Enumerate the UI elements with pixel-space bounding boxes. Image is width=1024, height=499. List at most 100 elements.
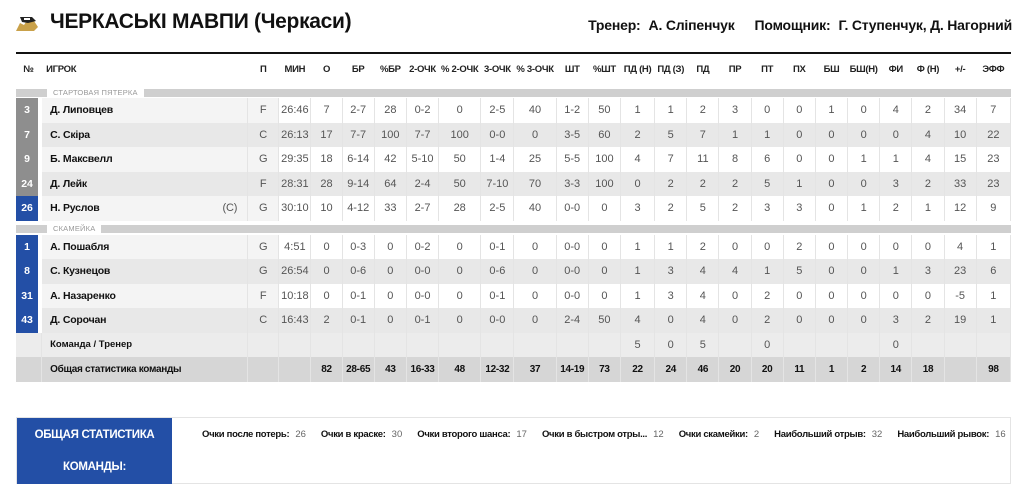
stat-fd: 4: [912, 147, 945, 172]
column-header[interactable]: ПХ: [793, 63, 806, 75]
stat-ft_pct: 60: [588, 122, 621, 147]
player-name[interactable]: С. Скіра: [50, 128, 90, 141]
column-header[interactable]: ПР: [728, 63, 742, 75]
stat-eff: [976, 332, 1011, 357]
player-name[interactable]: А. Назаренко: [50, 289, 116, 302]
stat-reb: 2: [687, 171, 720, 196]
boxscore-table: № ИГРОК П МИН О БР %БР 2-ОЧК % 2-ОЧК 3-ОЧК % 3-ОЧК…: [16, 52, 1011, 382]
player-name-cell[interactable]: А. Назаренко: [42, 283, 249, 308]
stat-pm: 33: [944, 171, 977, 196]
stat-reb: 4: [687, 259, 720, 284]
stat-pm: 34: [944, 98, 977, 123]
player-row[interactable]: 26 Н. Руслов (C) G 30:10 10 4-12 33 2-7 28 2-5 40 0-…: [16, 196, 1011, 221]
player-row[interactable]: 43 Д. Сорочан C 16:43 2 0-1 0 0-1 0 0-0 0 2-4 50 4 0 4 0…: [16, 308, 1011, 333]
column-header[interactable]: ЭФФ: [982, 63, 1005, 75]
stat-pf: 2: [880, 196, 913, 221]
stat-blka: 0: [848, 171, 881, 196]
stat-p3_pct: 70: [514, 171, 557, 196]
column-header[interactable]: ШТ: [564, 63, 580, 75]
stat-ast: 20: [719, 356, 752, 382]
player-row[interactable]: 8 С. Кузнецов G 26:54 0 0-6 0 0-0 0 0-6 0 0-0 0 1 3 4 4 1…: [16, 259, 1011, 284]
column-header[interactable]: ПД (Н): [623, 63, 652, 75]
stat-ast: 2: [719, 196, 752, 221]
stat-reb: 11: [687, 147, 720, 172]
column-header[interactable]: О: [323, 63, 331, 75]
player-name-cell[interactable]: Н. Руслов (C): [42, 196, 249, 221]
column-header[interactable]: ПД: [696, 63, 710, 75]
stat-pts: 7: [311, 98, 343, 123]
player-name-cell[interactable]: Б. Максвелл: [42, 147, 249, 172]
column-header[interactable]: МИН: [284, 63, 306, 75]
column-header[interactable]: БР: [351, 63, 365, 75]
player-name[interactable]: Д. Лейк: [50, 177, 87, 190]
stat-fd: 1: [912, 196, 945, 221]
summary-item-value: 16: [995, 429, 1006, 440]
player-name[interactable]: С. Кузнецов: [50, 265, 111, 278]
column-header[interactable]: 2-ОЧК: [409, 63, 436, 75]
column-header[interactable]: % 2-ОЧК: [441, 63, 479, 75]
player-name[interactable]: Н. Руслов: [50, 202, 100, 215]
team-total-row: Общая статистика команды 82 28-65 43 16-33 48…: [16, 356, 1011, 382]
stat-ft: 0-0: [556, 283, 589, 308]
column-header[interactable]: 3-ОЧК: [483, 63, 511, 75]
column-header[interactable]: №: [23, 63, 34, 75]
player-name-cell[interactable]: С. Кузнецов: [42, 259, 249, 284]
column-header[interactable]: П: [259, 63, 267, 75]
column-header[interactable]: ИГРОК: [46, 63, 77, 75]
column-header[interactable]: % 3-ОЧК: [516, 63, 554, 75]
player-row[interactable]: 7 С. Скіра C 26:13 17 7-7 100 7-7 100 0-0 0 3-5 60 2 5…: [16, 122, 1011, 147]
stat-fg_pct: 28: [374, 98, 407, 123]
player-name[interactable]: Д. Липовцев: [50, 104, 114, 117]
stat-pos: G: [248, 147, 280, 172]
player-row[interactable]: 24 Д. Лейк F 28:31 28 9-14 64 2-4 50 7-10 70 3-3 100…: [16, 171, 1011, 196]
player-name-cell[interactable]: Д. Липовцев: [42, 98, 249, 123]
coach-name: А. Сліпенчук: [648, 17, 735, 33]
stat-stl: 1: [783, 171, 816, 196]
stat-ast: 1: [719, 122, 752, 147]
column-header[interactable]: ПД (З): [657, 63, 685, 75]
player-name-cell[interactable]: Д. Сорочан: [42, 308, 249, 333]
column-header[interactable]: БШ: [823, 63, 840, 75]
row-label: Команда / Тренер: [42, 332, 249, 357]
column-header[interactable]: БШ(Н): [849, 63, 878, 75]
summary-item-label: Очки в краске:: [320, 429, 386, 440]
column-header[interactable]: Ф (Н): [916, 63, 940, 75]
player-name[interactable]: Б. Максвелл: [50, 153, 113, 166]
player-name-cell[interactable]: С. Скіра: [42, 122, 249, 147]
column-header[interactable]: %БР: [380, 63, 401, 75]
stat-p3: 0-1: [481, 234, 515, 259]
stat-pm: [944, 332, 977, 357]
stat-fg: 28-65: [342, 356, 375, 382]
column-header[interactable]: ПТ: [761, 63, 774, 75]
stat-fg_pct: 0: [374, 283, 407, 308]
column-header[interactable]: %ШТ: [592, 63, 616, 75]
stat-p2: 0-1: [406, 308, 440, 333]
column-header[interactable]: +/-: [954, 63, 966, 75]
stat-ast: 0: [719, 308, 752, 333]
stat-ft_pct: 73: [588, 356, 621, 382]
stat-p3: 0-0: [481, 308, 515, 333]
stat-fd: 4: [912, 122, 945, 147]
player-number: 24: [16, 171, 43, 196]
stat-p3_pct: 0: [514, 259, 557, 284]
player-row[interactable]: 1 А. Пошабля G 4:51 0 0-3 0 0-2 0 0-1 0 0-0 0 1 1 2 0 0 2 0…: [16, 234, 1011, 259]
stat-ft: [556, 332, 589, 357]
player-name[interactable]: Д. Сорочан: [50, 314, 107, 327]
player-name-cell[interactable]: А. Пошабля: [42, 234, 249, 259]
stat-oreb: 1: [620, 259, 656, 284]
stat-ft_pct: [588, 332, 621, 357]
stat-fg: 7-7: [342, 122, 375, 147]
player-name[interactable]: А. Пошабля: [50, 240, 110, 253]
section-separator: СТАРТОВАЯ ПЯТЕРКА: [16, 84, 1011, 99]
player-row[interactable]: 3 Д. Липовцев F 26:46 7 2-7 28 0-2 0 2-5 40 1-2 50 1 1…: [16, 98, 1011, 123]
summary-item: Наибольший рывок: 16: [897, 429, 1005, 440]
column-header[interactable]: ФИ: [888, 63, 904, 75]
player-name-cell[interactable]: Д. Лейк: [42, 171, 249, 196]
section-label: СКАМЕЙКА: [47, 223, 102, 235]
player-row[interactable]: 9 Б. Максвелл G 29:35 18 6-14 42 5-10 50 1-4 25 5-5…: [16, 147, 1011, 172]
stat-p3: 7-10: [481, 171, 515, 196]
player-row[interactable]: 31 А. Назаренко F 10:18 0 0-1 0 0-0 0 0-1 0 0-0 0 1 3 4…: [16, 283, 1011, 308]
stat-pf: 14: [880, 356, 913, 382]
stat-fd: 0: [912, 283, 945, 308]
stat-fg: 0-6: [342, 259, 375, 284]
